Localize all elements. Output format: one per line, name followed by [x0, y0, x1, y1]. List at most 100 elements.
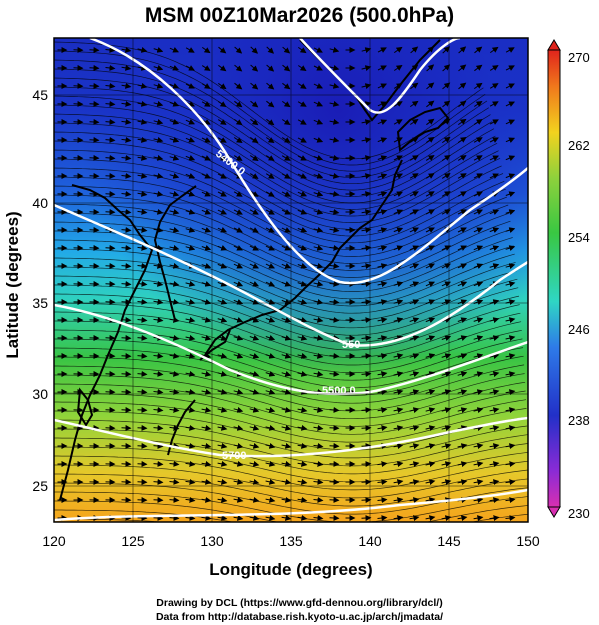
wind-arrow	[361, 497, 372, 504]
wind-arrow	[457, 443, 468, 450]
wind-arrow	[377, 389, 388, 396]
colorbar-top-arrow	[547, 39, 561, 51]
wind-arrow	[393, 497, 404, 504]
wind-arrow	[473, 425, 484, 432]
x-axis-ticks: 120 125 130 135 140 145 150	[42, 533, 540, 549]
wind-arrow	[265, 281, 276, 287]
contour-label-550: 550	[342, 339, 360, 351]
wind-arrow	[185, 47, 195, 53]
wind-arrow	[425, 281, 436, 287]
wind-arrow	[217, 352, 228, 359]
wind-arrow	[313, 137, 324, 143]
wind-arrow	[137, 226, 148, 233]
wind-arrow	[281, 388, 292, 395]
wind-arrow	[217, 442, 228, 449]
colorbar-label: 270	[568, 50, 590, 65]
contour-5700	[54, 416, 528, 458]
wind-arrow	[393, 101, 403, 107]
wind-arrow	[266, 137, 275, 144]
wind-arrow	[425, 443, 436, 450]
wind-arrow	[137, 316, 148, 323]
wind-arrow	[137, 172, 148, 179]
wind-arrow	[457, 407, 468, 414]
wind-arrow	[409, 335, 420, 342]
wind-arrow	[361, 263, 372, 270]
wind-arrow	[473, 137, 483, 143]
colorbar-label: 230	[568, 506, 590, 521]
wind-arrow	[457, 425, 468, 432]
wind-arrow	[329, 514, 340, 521]
wind-arrow	[105, 208, 116, 215]
wind-arrow	[169, 478, 180, 485]
wind-arrow	[281, 317, 292, 323]
wind-arrow	[281, 227, 292, 233]
wind-arrow	[153, 442, 164, 449]
wind-arrow	[409, 389, 420, 396]
wind-arrow	[425, 425, 436, 432]
colorbar: 270 262 254 246 238 230	[547, 39, 590, 521]
wind-arrow	[137, 352, 148, 359]
wind-arrow	[185, 244, 196, 251]
wind-arrow	[361, 137, 372, 144]
wind-arrow	[281, 191, 291, 197]
wind-arrow	[137, 208, 148, 215]
wind-arrow	[89, 82, 100, 89]
wind-arrow	[185, 352, 196, 359]
wind-arrow	[473, 227, 484, 233]
wind-arrow	[201, 191, 212, 197]
wind-arrow	[153, 244, 164, 251]
streamline	[54, 203, 511, 278]
wind-arrow	[105, 136, 116, 143]
wind-arrow	[266, 64, 275, 72]
wind-arrow	[297, 478, 308, 485]
coastline-japan	[204, 159, 403, 356]
wind-arrow	[265, 191, 275, 197]
wind-arrow	[201, 155, 212, 161]
wind-arrow	[249, 245, 259, 251]
wind-arrow	[217, 137, 227, 143]
wind-arrow	[473, 173, 483, 179]
wind-arrow	[137, 262, 148, 269]
wind-arrow	[361, 353, 372, 360]
wind-arrow	[442, 100, 451, 108]
wind-arrow	[473, 479, 484, 486]
wind-arrow	[425, 155, 435, 161]
wind-arrow	[218, 82, 227, 90]
wind-arrow	[250, 64, 259, 72]
streamline	[54, 338, 524, 389]
wind-arrow	[393, 317, 404, 324]
wind-arrow	[377, 245, 388, 252]
wind-arrow	[249, 209, 259, 215]
wind-arrow	[169, 334, 180, 341]
wind-arrow	[233, 227, 243, 233]
wind-arrow	[249, 496, 260, 503]
wind-arrow	[442, 64, 451, 72]
wind-arrow	[297, 460, 308, 467]
wind-arrow	[185, 370, 196, 377]
wind-arrow	[329, 46, 340, 53]
wind-arrow	[282, 46, 291, 54]
wind-arrow	[505, 119, 516, 125]
wind-arrow	[249, 424, 260, 431]
wind-arrow	[393, 371, 404, 378]
streamline	[54, 77, 491, 185]
contour-5500	[54, 303, 528, 396]
wind-arrow	[217, 155, 227, 161]
colorbar-label: 246	[568, 322, 590, 337]
wind-arrow	[489, 497, 500, 504]
wind-arrow	[425, 335, 436, 342]
wind-arrow	[505, 407, 516, 414]
wind-arrow	[458, 100, 467, 108]
wind-arrow	[505, 137, 516, 143]
wind-arrow	[297, 442, 308, 449]
wind-arrow	[249, 281, 260, 287]
wind-arrow	[153, 406, 164, 413]
wind-arrow	[457, 371, 468, 378]
wind-arrow	[250, 136, 259, 144]
wind-arrow	[361, 227, 372, 234]
wind-arrow	[393, 353, 404, 360]
wind-arrow	[361, 461, 372, 468]
wind-arrow	[281, 496, 292, 503]
wind-arrow	[505, 47, 515, 53]
streamline	[54, 158, 505, 244]
